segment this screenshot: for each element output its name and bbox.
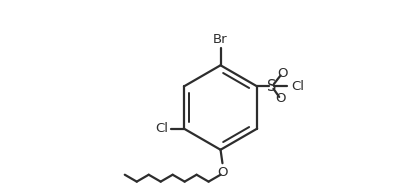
- Text: O: O: [275, 92, 286, 105]
- Text: Br: Br: [213, 33, 228, 46]
- Text: O: O: [277, 67, 287, 80]
- Text: O: O: [217, 166, 228, 179]
- Text: S: S: [267, 79, 276, 94]
- Text: Cl: Cl: [292, 80, 305, 93]
- Text: Cl: Cl: [156, 122, 169, 135]
